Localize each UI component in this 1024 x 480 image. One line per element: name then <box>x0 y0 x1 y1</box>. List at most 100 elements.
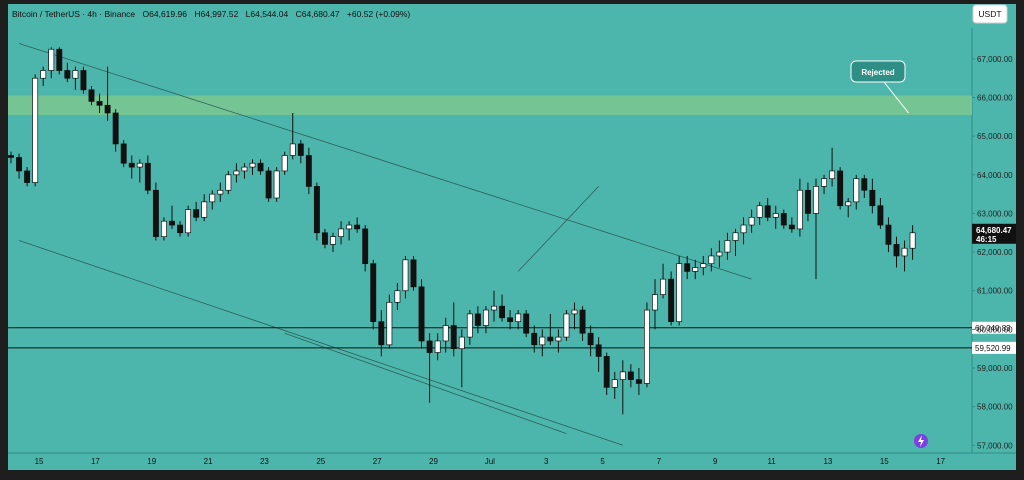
candle-body-109 <box>885 224 892 245</box>
trendlines <box>18 43 752 446</box>
candle-body-65 <box>531 332 538 346</box>
tv-logo-icon[interactable] <box>914 434 928 448</box>
candle-body-21 <box>177 224 183 234</box>
ytick-label-9: 58,000.00 <box>977 403 1013 412</box>
candle-body-103 <box>837 170 844 207</box>
xtick-label-13: 11 <box>767 457 776 466</box>
candle-body-52 <box>426 340 433 353</box>
candle-body-49 <box>402 259 409 292</box>
candle-body-106 <box>861 178 868 191</box>
candle-body-16 <box>136 162 143 168</box>
change-value: +60.52 (+0.09%) <box>347 9 410 19</box>
candle-body-112 <box>909 232 916 249</box>
time-axis[interactable] <box>8 453 1016 470</box>
high-value: H64,997.52 <box>194 9 238 19</box>
candle-body-90 <box>732 232 739 241</box>
callout-box <box>850 60 906 83</box>
candle-body-69 <box>563 313 570 338</box>
trendline-2 <box>284 332 567 435</box>
candle-body-50 <box>410 259 417 288</box>
candle-body-93 <box>756 205 763 218</box>
candle-body-89 <box>724 240 731 253</box>
rejected-callout[interactable]: Rejected <box>850 60 909 114</box>
candle-body-79 <box>643 309 650 384</box>
candle-body-98 <box>796 189 803 230</box>
currency-button-bg[interactable] <box>972 4 1008 24</box>
candle-body-20 <box>169 220 175 226</box>
candle-body-4 <box>40 70 47 79</box>
candle-body-35 <box>289 143 296 156</box>
logo-bolt <box>918 435 924 447</box>
ytick-label-6: 61,000.00 <box>977 287 1013 296</box>
candle-body-56 <box>458 336 465 350</box>
candle-body-80 <box>652 294 658 311</box>
candle-body-96 <box>780 213 787 226</box>
candle-body-63 <box>515 313 522 322</box>
candle-body-41 <box>338 228 345 237</box>
price-tag-box <box>972 223 1016 244</box>
open-value: O64,619.96 <box>143 9 188 19</box>
trendline-0 <box>18 43 752 280</box>
xtick-label-6: 27 <box>373 457 382 466</box>
candle-body-43 <box>354 224 361 230</box>
candle-body-13 <box>112 112 119 145</box>
candle-body-73 <box>595 344 602 357</box>
candle-body-12 <box>104 104 111 114</box>
candle-body-33 <box>273 170 280 199</box>
trendline-3 <box>517 186 599 272</box>
candle-body-34 <box>281 155 288 172</box>
plot-area[interactable] <box>8 28 972 453</box>
candle-body-24 <box>201 201 208 218</box>
candle-body-45 <box>370 263 377 322</box>
ytick-label-7: 60,000.00 <box>977 325 1013 334</box>
candle-body-104 <box>845 201 852 207</box>
currency-button[interactable]: USDT <box>972 4 1008 24</box>
level-label-0: 60,040.83 <box>975 324 1011 333</box>
level-tag-0 <box>972 321 1016 334</box>
candle-body-57 <box>466 313 473 338</box>
horizontal-levels: 60,040.83 59,520.99 <box>8 321 1016 354</box>
xtick-label-0: 15 <box>35 457 44 466</box>
candle-body-61 <box>499 305 506 319</box>
candle-body-110 <box>893 244 900 257</box>
candle-body-37 <box>305 155 312 187</box>
candle-body-42 <box>346 224 353 230</box>
candle-body-7 <box>64 70 71 79</box>
candle-body-0 <box>8 155 14 158</box>
candle-body-111 <box>901 247 908 257</box>
candle-body-11 <box>96 101 103 106</box>
candle-body-99 <box>804 189 811 214</box>
header-bar <box>8 4 1016 28</box>
low-value: L64,544.04 <box>246 9 289 19</box>
candle-body-17 <box>144 162 151 191</box>
candle-body-72 <box>587 332 594 346</box>
candle-body-46 <box>378 321 385 346</box>
chart-legend: Bitcoin / TetherUS · 4h · Binance O64,61… <box>12 9 410 19</box>
candle-body-105 <box>853 178 860 203</box>
ytick-label-0: 67,000.00 <box>977 55 1013 64</box>
candle-body-51 <box>418 286 425 342</box>
currency-button-label[interactable]: USDT <box>978 9 1001 19</box>
candle-body-28 <box>233 170 240 176</box>
xtick-label-11: 7 <box>657 457 662 466</box>
candle-body-19 <box>161 220 167 237</box>
time-ticks: 15 17 19 21 23 25 27 29 Jul 3 5 7 9 11 13 15 17 <box>35 457 946 466</box>
candle-body-91 <box>740 224 747 234</box>
candle-body-94 <box>764 205 771 218</box>
candle-body-92 <box>748 216 755 226</box>
candle-body-62 <box>507 317 514 322</box>
candle-body-60 <box>491 305 497 311</box>
ytick-label-5: 62,000.00 <box>977 248 1013 257</box>
candle-body-55 <box>450 325 457 350</box>
candle-body-36 <box>297 143 304 156</box>
candle-body-101 <box>821 178 828 187</box>
candle-body-82 <box>668 278 675 322</box>
candle-body-18 <box>152 189 159 237</box>
candle-body-3 <box>32 77 39 183</box>
price-ticks: 67,000.00 66,000.00 65,000.00 64,000.00 63,0… <box>972 55 1013 450</box>
candle-body-25 <box>209 193 216 203</box>
ytick-label-3: 64,000.00 <box>977 171 1013 180</box>
candle-body-76 <box>619 371 626 380</box>
